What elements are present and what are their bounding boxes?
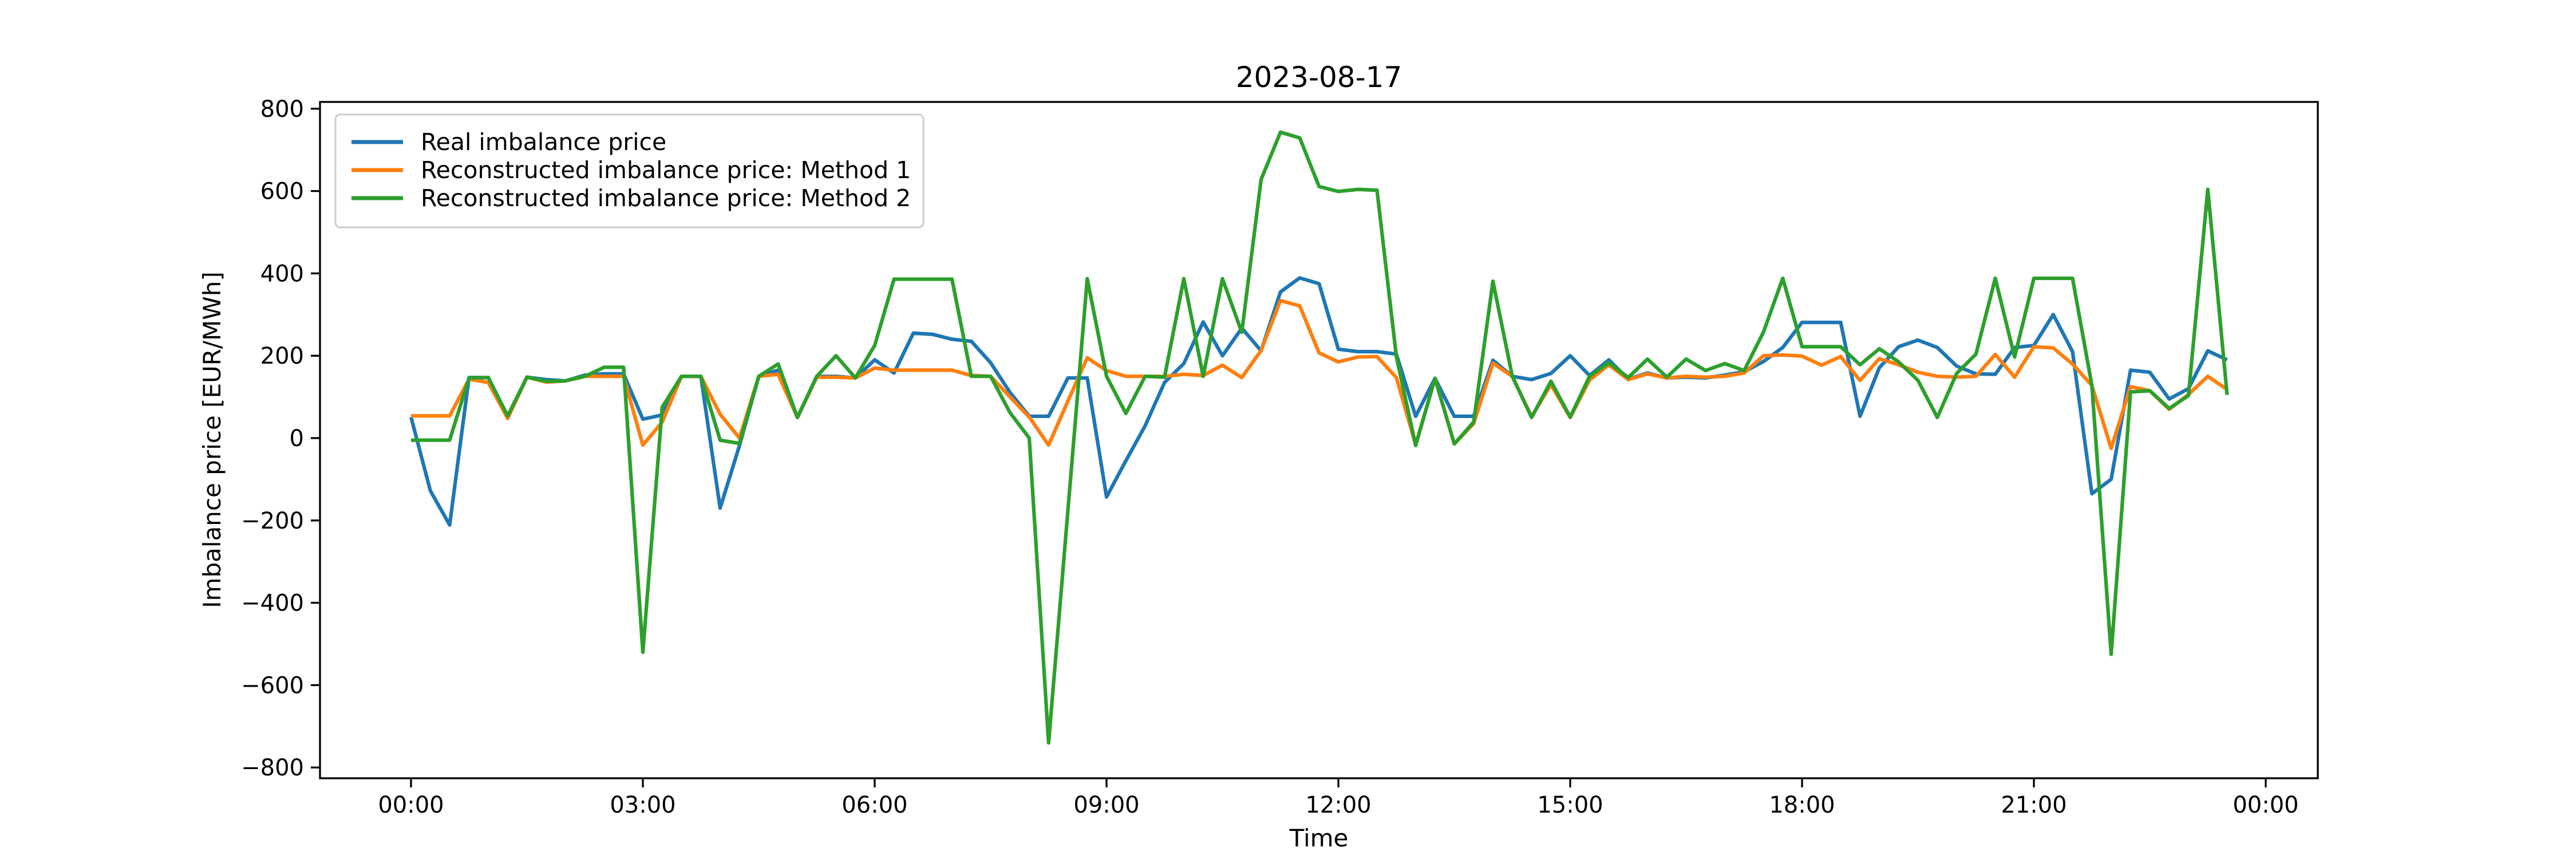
series-line-reconstructed-imbalance-price-method-2 bbox=[411, 130, 2229, 745]
y-tick-label: 0 bbox=[290, 425, 304, 452]
y-axis-ticks: 800 600 400 200 0 −200 −400 −600 −800 bbox=[241, 96, 320, 781]
y-tick-label: 400 bbox=[260, 261, 304, 287]
x-tick-label: 00:00 bbox=[378, 792, 444, 818]
chart-title: 2023-08-17 bbox=[1236, 61, 1402, 94]
y-tick-label: −400 bbox=[241, 590, 304, 617]
x-tick-label: 00:00 bbox=[2233, 792, 2298, 818]
y-tick-label: 200 bbox=[260, 343, 304, 369]
x-tick-label: 15:00 bbox=[1537, 792, 1603, 818]
y-tick-label: −200 bbox=[241, 508, 304, 534]
legend: Real imbalance price Reconstructed imbal… bbox=[334, 113, 924, 228]
x-tick-label: 12:00 bbox=[1305, 792, 1371, 818]
y-tick-label: −800 bbox=[241, 755, 304, 781]
x-tick-label: 21:00 bbox=[2001, 792, 2067, 818]
x-tick-label: 03:00 bbox=[610, 792, 675, 818]
series-lines bbox=[409, 130, 2229, 745]
series-line-reconstructed-imbalance-price-method-1 bbox=[411, 298, 2229, 451]
x-tick-label: 09:00 bbox=[1073, 792, 1139, 818]
x-tick-label: 18:00 bbox=[1769, 792, 1835, 818]
y-tick-label: −600 bbox=[241, 672, 304, 699]
x-tick-label: 06:00 bbox=[841, 792, 907, 818]
y-tick-label: 600 bbox=[260, 179, 304, 205]
legend-label-method-2: Reconstructed imbalance price: Method 2 bbox=[421, 184, 911, 212]
legend-label-real-imbalance-price: Real imbalance price bbox=[421, 128, 666, 156]
legend-frame bbox=[334, 113, 924, 228]
x-axis-label: Time bbox=[1289, 824, 1349, 852]
series-line-real-imbalance-price bbox=[409, 276, 2228, 527]
y-tick-label: 800 bbox=[260, 96, 304, 123]
plot-border bbox=[319, 101, 2319, 779]
y-axis-label: Imbalance price [EUR/MWh] bbox=[198, 271, 226, 608]
legend-label-method-1: Reconstructed imbalance price: Method 1 bbox=[421, 156, 911, 184]
x-axis-ticks: 00:00 03:00 06:00 09:00 12:00 15:00 18:00 21:00… bbox=[378, 778, 2299, 818]
